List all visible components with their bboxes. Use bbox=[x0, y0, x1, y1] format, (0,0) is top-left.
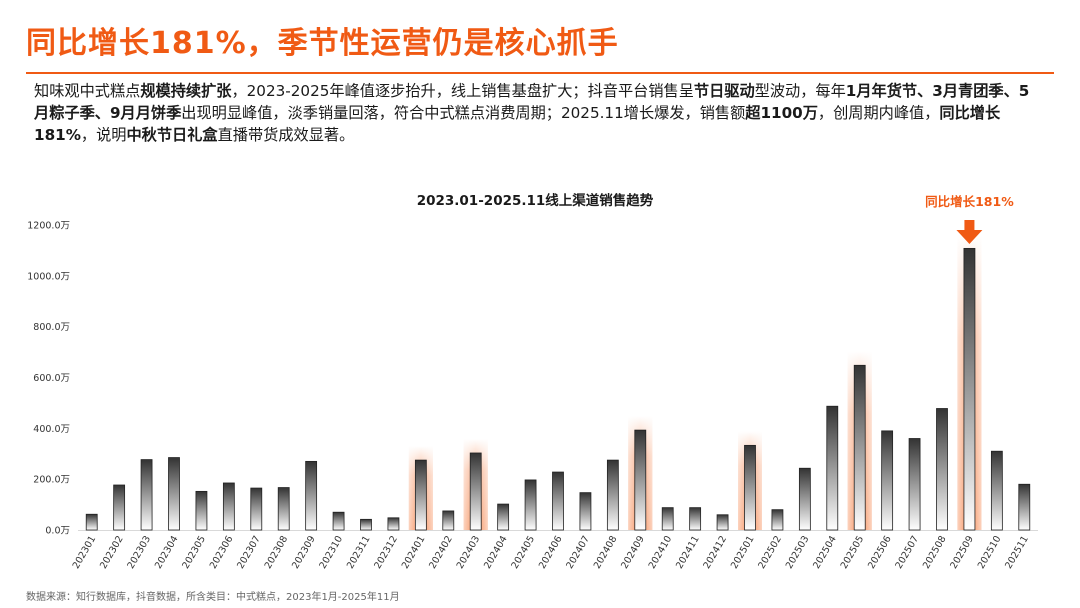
x-tick-label: 202301 bbox=[71, 534, 99, 571]
x-tick-label: 202309 bbox=[290, 534, 318, 571]
bar-202401 bbox=[414, 459, 427, 531]
summary-highlight: 1月年货节、3月青团季、5月粽子季、9月月饼季 bbox=[34, 82, 1030, 122]
bar-202303 bbox=[140, 459, 153, 531]
y-tick-label: 200.0万 bbox=[33, 475, 70, 486]
bar-202503 bbox=[798, 467, 811, 531]
summary-text: 知味观中式糕点 bbox=[34, 82, 141, 100]
x-tick-label: 202406 bbox=[537, 534, 565, 571]
bar-202501 bbox=[744, 444, 756, 531]
bar-202505 bbox=[853, 364, 866, 531]
bar-202403 bbox=[469, 452, 482, 531]
y-tick-label: 400.0万 bbox=[33, 424, 70, 435]
bar-202411 bbox=[689, 507, 702, 531]
x-tick-label: 202402 bbox=[427, 534, 455, 571]
summary-highlight: 同比增长181% bbox=[34, 104, 1001, 144]
bar-202311 bbox=[360, 518, 372, 531]
bar-202407 bbox=[579, 492, 592, 531]
summary-paragraph: 知味观中式糕点规模持续扩张，2023-2025年峰值逐步抬升，线上销售基盘扩大；… bbox=[34, 80, 1044, 146]
x-tick-label: 202505 bbox=[839, 534, 867, 571]
x-tick-label: 202306 bbox=[208, 534, 236, 571]
x-tick-label: 202511 bbox=[1003, 534, 1031, 571]
x-tick-label: 202501 bbox=[729, 534, 757, 571]
x-tick-label: 202305 bbox=[180, 534, 208, 571]
bar-202510 bbox=[990, 450, 1003, 531]
bar-202304 bbox=[168, 457, 180, 531]
y-tick-label: 1000.0万 bbox=[27, 271, 70, 282]
x-tick-label: 202508 bbox=[921, 534, 949, 571]
bar-202402 bbox=[442, 510, 455, 531]
summary-text: 出现明显峰值，淡季销量回落，符合中式糕点消费周期；2025.11增长爆发，销售额 bbox=[181, 104, 746, 122]
x-tick-label: 202412 bbox=[702, 534, 730, 571]
x-tick-label: 202401 bbox=[400, 534, 428, 571]
bar-202308 bbox=[277, 487, 290, 531]
bar-202307 bbox=[250, 487, 263, 531]
bar-202412 bbox=[716, 514, 729, 531]
down-arrow-icon bbox=[956, 220, 983, 244]
bar-202410 bbox=[661, 507, 674, 531]
summary-text: ，说明 bbox=[80, 126, 127, 144]
x-tick-label: 202308 bbox=[263, 534, 291, 571]
annotation-label: 同比增长181% bbox=[925, 194, 1014, 209]
chart-title: 2023.01-2025.11线上渠道销售趋势 bbox=[417, 192, 654, 209]
x-tick-label: 202403 bbox=[455, 534, 483, 571]
x-tick-label: 202307 bbox=[235, 534, 263, 571]
x-tick-label: 202510 bbox=[976, 534, 1004, 571]
bar-202309 bbox=[305, 460, 318, 531]
x-tick-label: 202504 bbox=[811, 534, 839, 571]
bar-202405 bbox=[524, 479, 537, 531]
bar-202404 bbox=[497, 503, 510, 531]
y-tick-label: 0.0万 bbox=[45, 526, 70, 537]
bar-202301 bbox=[85, 513, 98, 531]
page-title: 同比增长181%，季节性运营仍是核心抓手 bbox=[26, 26, 619, 61]
bar-202504 bbox=[826, 405, 839, 531]
summary-highlight: 中秋节日礼盒 bbox=[126, 126, 218, 144]
bar-202511 bbox=[1018, 483, 1031, 531]
bar-202408 bbox=[606, 459, 619, 531]
y-tick-label: 800.0万 bbox=[33, 322, 70, 333]
bar-202502 bbox=[771, 509, 784, 531]
x-tick-label: 202503 bbox=[784, 534, 812, 571]
x-tick-label: 202502 bbox=[756, 534, 784, 571]
bar-202406 bbox=[552, 471, 564, 531]
title-divider bbox=[26, 72, 1054, 74]
x-tick-label: 202304 bbox=[153, 534, 181, 571]
summary-highlight: 超1100万 bbox=[745, 104, 818, 122]
bar-202302 bbox=[113, 484, 126, 531]
summary-text: 型波动，每年 bbox=[754, 82, 846, 100]
bar-202508 bbox=[936, 408, 948, 531]
y-tick-label: 600.0万 bbox=[33, 373, 70, 384]
summary-highlight: 节日驱动 bbox=[693, 82, 755, 100]
x-tick-label: 202410 bbox=[647, 534, 675, 571]
bar-202507 bbox=[908, 438, 921, 531]
x-tick-label: 202311 bbox=[345, 534, 373, 571]
y-tick-label: 1200.0万 bbox=[27, 221, 70, 232]
x-tick-label: 202310 bbox=[318, 534, 346, 571]
x-tick-label: 202405 bbox=[510, 534, 538, 571]
bar-202306 bbox=[222, 482, 235, 531]
x-tick-label: 202411 bbox=[674, 534, 702, 571]
x-tick-label: 202303 bbox=[126, 534, 154, 571]
x-tick-label: 202312 bbox=[372, 534, 400, 571]
bar-202409 bbox=[634, 429, 647, 531]
x-tick-label: 202404 bbox=[482, 534, 510, 571]
x-tick-label: 202302 bbox=[98, 534, 126, 571]
bar-202312 bbox=[387, 517, 400, 531]
summary-text: 直播带货成效显著。 bbox=[217, 126, 355, 144]
bar-202310 bbox=[332, 511, 345, 531]
summary-text: ，2023-2025年峰值逐步抬升，线上销售基盘扩大；抖音平台销售呈 bbox=[231, 82, 694, 100]
x-tick-label: 202409 bbox=[619, 534, 647, 571]
x-tick-label: 202408 bbox=[592, 534, 620, 571]
summary-highlight: 规模持续扩张 bbox=[140, 82, 232, 100]
data-source-note: 数据来源：知行数据库，抖音数据，所含类目：中式糕点，2023年1月-2025年1… bbox=[26, 592, 400, 603]
bar-202509 bbox=[963, 247, 976, 531]
sales-trend-chart: 2023.01-2025.11线上渠道销售趋势 0.0万 200.0万 400.0万… bbox=[27, 192, 1038, 571]
bar-202506 bbox=[881, 430, 894, 531]
x-tick-label: 202506 bbox=[866, 534, 894, 571]
x-tick-label: 202507 bbox=[894, 534, 922, 571]
bar-202305 bbox=[195, 490, 208, 531]
x-tick-label: 202407 bbox=[564, 534, 592, 571]
summary-text: ，创周期内峰值， bbox=[817, 104, 940, 122]
x-tick-label: 202509 bbox=[948, 534, 976, 571]
